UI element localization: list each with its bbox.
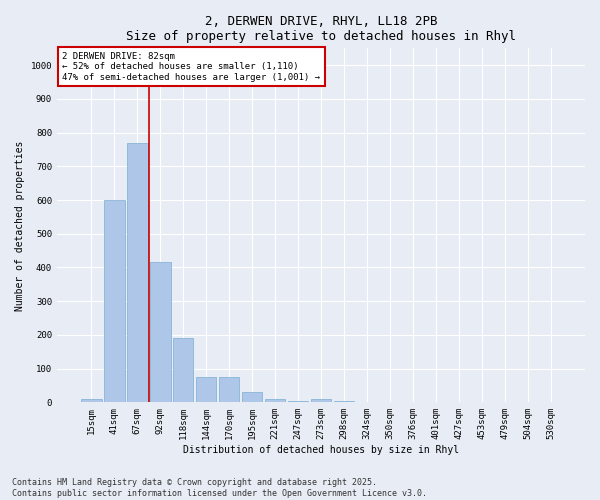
Bar	[81, 399, 101, 402]
Text: 2 DERWEN DRIVE: 82sqm
← 52% of detached houses are smaller (1,110)
47% of semi-d: 2 DERWEN DRIVE: 82sqm ← 52% of detached …	[62, 52, 320, 82]
X-axis label: Distribution of detached houses by size in Rhyl: Distribution of detached houses by size …	[183, 445, 459, 455]
Bar	[196, 377, 217, 402]
Bar	[334, 400, 354, 402]
Bar	[265, 399, 286, 402]
Title: 2, DERWEN DRIVE, RHYL, LL18 2PB
Size of property relative to detached houses in : 2, DERWEN DRIVE, RHYL, LL18 2PB Size of …	[126, 15, 516, 43]
Bar	[287, 400, 308, 402]
Bar	[150, 262, 170, 402]
Bar	[173, 338, 193, 402]
Bar	[242, 392, 262, 402]
Y-axis label: Number of detached properties: Number of detached properties	[15, 140, 25, 310]
Bar	[104, 200, 125, 402]
Bar	[127, 142, 148, 402]
Bar	[219, 377, 239, 402]
Bar	[311, 399, 331, 402]
Text: Contains HM Land Registry data © Crown copyright and database right 2025.
Contai: Contains HM Land Registry data © Crown c…	[12, 478, 427, 498]
